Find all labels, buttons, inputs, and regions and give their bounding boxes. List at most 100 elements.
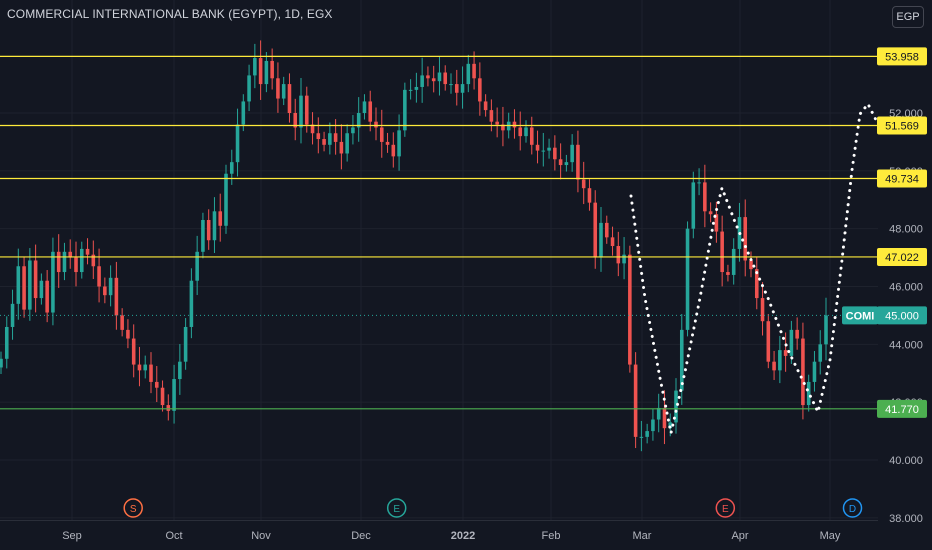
candle-up (420, 57, 424, 103)
candle-down (472, 51, 476, 90)
candle-down (160, 380, 165, 412)
candle-down (206, 209, 211, 250)
candle-down (339, 124, 344, 170)
candle-body (172, 379, 176, 411)
candle-down (368, 90, 373, 132)
candle-body (645, 431, 649, 437)
candle-body (195, 251, 199, 281)
chart-title: COMMERCIAL INTERNATIONAL BANK (EGYPT), 1… (7, 7, 333, 21)
candle-body (4, 326, 9, 359)
candle-down (270, 48, 274, 90)
candle-body (229, 162, 234, 174)
current-price-box (877, 306, 927, 325)
candle-body (28, 260, 32, 310)
candle-body (149, 364, 153, 382)
candle-body (16, 266, 21, 304)
candle-body (754, 269, 759, 299)
candle-up (235, 108, 240, 177)
candle-down (535, 130, 540, 164)
candle-down (22, 257, 26, 318)
candle-body (299, 95, 303, 128)
candle-up (195, 235, 199, 296)
candle-body (535, 144, 540, 151)
candle-body (385, 141, 390, 145)
candle-body (310, 124, 315, 134)
candle-down (512, 109, 517, 139)
candle-down (801, 322, 805, 420)
candle-down (426, 66, 430, 87)
candle-up (4, 316, 9, 369)
event-marker-label: E (722, 504, 729, 515)
candle-body (674, 390, 678, 423)
candle-down (374, 107, 378, 141)
candle-up (408, 79, 413, 100)
candle-down (74, 241, 78, 287)
candle-body (379, 127, 384, 142)
candle-body (662, 407, 667, 429)
horizontal-levels (0, 55, 878, 410)
price-tick-label: 46.000 (889, 282, 923, 294)
candle-body (564, 162, 569, 166)
level-label-box (877, 247, 927, 266)
candle-up (0, 351, 3, 374)
time-tick-label: May (820, 530, 841, 542)
candle-down (529, 116, 534, 155)
candle-body (778, 350, 782, 371)
candle-down (772, 350, 776, 380)
candle-body (201, 219, 205, 252)
currency-button[interactable]: EGP (892, 6, 924, 28)
candle-body (518, 127, 523, 137)
candle-body (218, 211, 223, 226)
candle-body (276, 78, 280, 99)
candle-body (414, 86, 419, 90)
candle-up (691, 171, 696, 239)
symbol-label: COMI (846, 310, 875, 322)
level-label: 41.770 (885, 404, 919, 416)
candle-body (610, 237, 615, 247)
candle-body (103, 286, 107, 296)
event-marker-earnings (715, 498, 736, 518)
event-marker-split (123, 498, 143, 518)
candle-down (97, 248, 101, 303)
candle-up (39, 273, 44, 305)
candle-body (426, 75, 430, 79)
event-marker-label: S (130, 504, 137, 515)
candle-body (795, 329, 799, 339)
candle-down (322, 131, 326, 152)
candle-body (691, 182, 696, 229)
candle-up (622, 237, 626, 280)
candle-up (731, 238, 736, 285)
candle-body (783, 350, 788, 356)
candle-body (293, 113, 298, 128)
candle-body (731, 248, 736, 275)
candle-down (310, 112, 315, 145)
candle-body (178, 361, 182, 380)
price-tick-label: 44.000 (889, 339, 923, 351)
candle-up (818, 330, 823, 375)
candle-body (824, 315, 828, 345)
current-price-label: 45.000 (885, 310, 919, 322)
candle-body (581, 179, 586, 189)
candle-up (362, 94, 367, 120)
candle-up (253, 43, 257, 89)
candle-down (276, 62, 280, 113)
candle-body (489, 110, 494, 122)
candle-up (414, 72, 419, 103)
candle-up (28, 248, 32, 321)
candle-body (772, 361, 776, 371)
candle-up (264, 51, 269, 93)
candle-body (137, 364, 142, 371)
projection-dotted-path (629, 101, 878, 434)
candle-body (547, 147, 551, 151)
candle-body (801, 338, 805, 406)
candle-down (454, 69, 459, 106)
candle-up (824, 297, 828, 361)
candle-up (403, 82, 407, 137)
candle-body (703, 182, 707, 212)
candle-body (397, 130, 401, 157)
candle-up (570, 134, 574, 172)
candle-body (454, 84, 459, 93)
time-tick-label: 2022 (451, 530, 475, 542)
candle-body (33, 260, 38, 299)
